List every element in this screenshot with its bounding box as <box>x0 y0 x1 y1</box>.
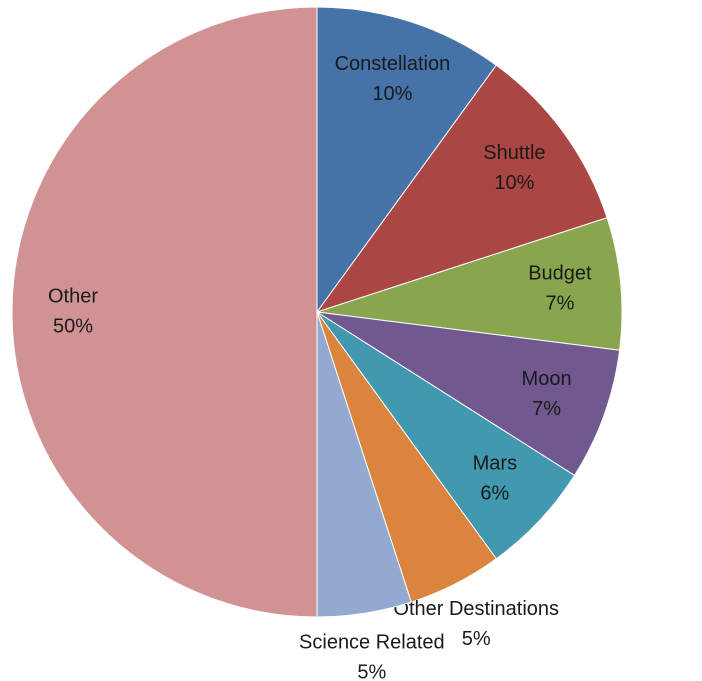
slice-value-label: 7% <box>545 292 574 314</box>
slice-value-label: 10% <box>494 172 534 194</box>
slice-value-label: 5% <box>357 662 386 681</box>
slice-label: Other Destinations <box>393 598 559 620</box>
slice-label: Moon <box>522 368 572 390</box>
slice-value-label: 6% <box>480 482 509 504</box>
pie-slice <box>316 217 623 351</box>
slice-label: Budget <box>528 262 592 284</box>
slice-label: Constellation <box>335 53 451 75</box>
pie-slice <box>316 6 497 314</box>
pie-slice <box>315 64 608 313</box>
slice-label: Mars <box>473 452 517 474</box>
slice-value-label: 10% <box>372 83 412 105</box>
pie-slice <box>316 311 621 477</box>
slice-value-label: 5% <box>462 628 491 650</box>
slice-label: Shuttle <box>483 142 545 164</box>
slice-value-label: 7% <box>532 398 561 420</box>
slice-value-label: 50% <box>53 315 93 337</box>
pie-slice <box>11 6 318 618</box>
slice-label: Science Related <box>299 632 445 654</box>
slice-label: Other <box>48 285 98 307</box>
